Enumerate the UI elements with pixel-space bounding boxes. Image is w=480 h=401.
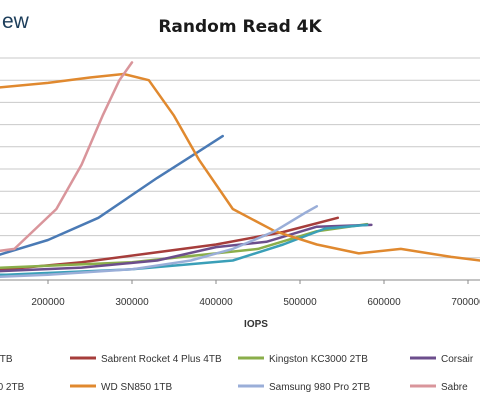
axes: [0, 279, 480, 284]
brand-logo: ew: [2, 10, 30, 33]
series-line-4: [0, 223, 373, 273]
legend: SX70 1TB Sabrent Rocket 4 Plus 4TB Kingsto…: [0, 354, 474, 393]
chart-title: Random Read 4K: [158, 17, 322, 37]
legend-label: Sabrent Rocket 4 Plus 4TB: [101, 354, 222, 365]
series-lines: [0, 61, 480, 278]
series-line-1: [0, 134, 224, 256]
series-line-8: [0, 61, 134, 253]
x-tick-labels: 200000 300000 400000 500000 600000 700000: [31, 297, 480, 308]
legend-label: WD SN850 1TB: [101, 382, 172, 393]
x-axis-label: IOPS: [244, 319, 268, 330]
legend-label: Sabre: [441, 382, 468, 393]
series-line-2: [0, 216, 340, 271]
x-tick-label: 700000: [451, 297, 480, 308]
x-tick-label: 200000: [31, 297, 65, 308]
x-tick-label: 600000: [367, 297, 401, 308]
legend-label: Corsair: [441, 354, 474, 365]
legend-label: Kingston KC3000 2TB: [269, 354, 368, 365]
legend-label: SX70 1TB: [0, 354, 13, 365]
legend-label: uda 530 2TB: [0, 382, 25, 393]
legend-label: Samsung 980 Pro 2TB: [269, 382, 370, 393]
gridlines: [0, 57, 480, 259]
x-tick-label: 400000: [199, 297, 233, 308]
series-line-5: [0, 223, 369, 277]
x-tick-label: 300000: [115, 297, 149, 308]
series-line-6: [0, 72, 480, 262]
x-tick-label: 500000: [283, 297, 317, 308]
series-line-7: [0, 205, 319, 278]
